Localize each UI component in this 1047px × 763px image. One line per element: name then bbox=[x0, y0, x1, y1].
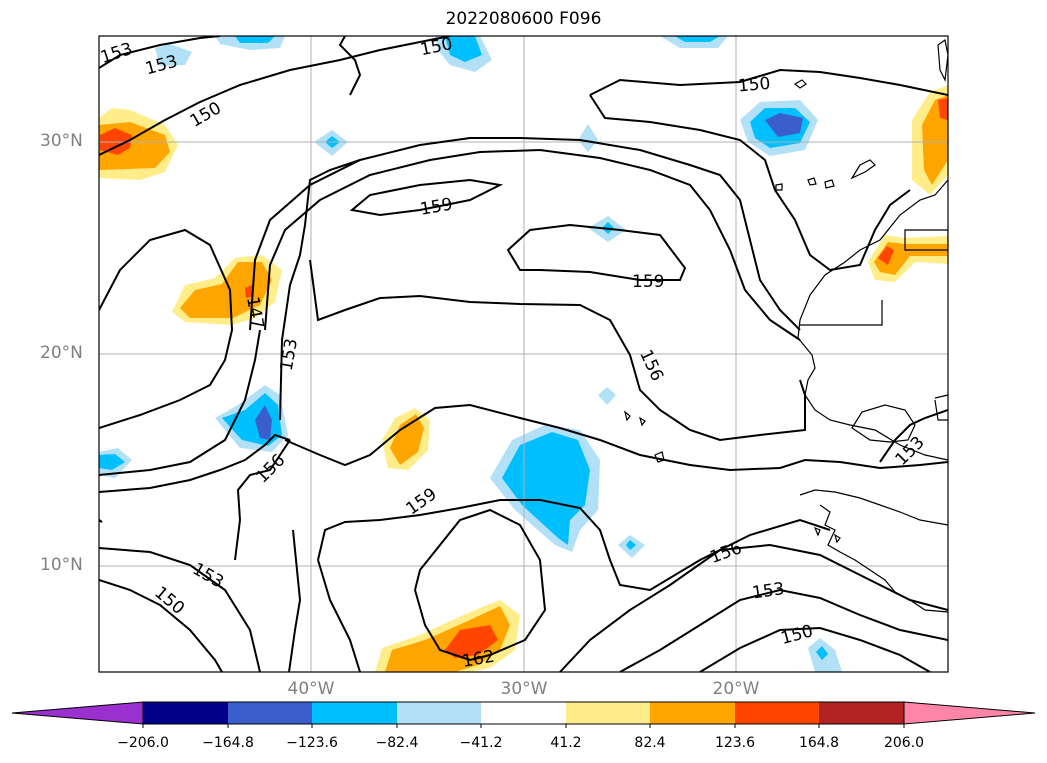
contour-150-ne bbox=[589, 68, 948, 96]
fill-patch-cold bbox=[99, 454, 125, 470]
contour-156-ridge bbox=[279, 159, 361, 421]
fill-patch-warm bbox=[938, 98, 948, 120]
contour-159-south bbox=[317, 559, 361, 672]
colorbar-tick-label: −41.2 bbox=[459, 735, 503, 751]
lat-label-30n: 30°N bbox=[40, 131, 83, 151]
colorbar-bin bbox=[735, 702, 819, 724]
fill-patch-cold bbox=[578, 124, 598, 152]
contour-159-north bbox=[349, 178, 504, 217]
contour-label: 156 bbox=[252, 450, 289, 487]
contour-outer-ridge bbox=[249, 137, 801, 331]
contour-150-north bbox=[99, 36, 451, 156]
contour-label: 156 bbox=[707, 538, 744, 568]
contour-156-bottom bbox=[288, 529, 302, 672]
contour-153-north bbox=[99, 36, 221, 69]
contour-150-se bbox=[699, 626, 931, 672]
contour-159-center bbox=[506, 223, 687, 281]
map-title: 2022080600 F096 bbox=[445, 9, 602, 29]
fill-patch-cold bbox=[255, 405, 272, 440]
colorbar-bin bbox=[143, 702, 228, 724]
colorbar-tick-label: −164.8 bbox=[202, 735, 254, 751]
fill-patch-cold bbox=[675, 36, 720, 42]
contour-label: 147 bbox=[242, 295, 267, 330]
contour-153-bottom bbox=[99, 547, 261, 672]
colorbar bbox=[11, 701, 1036, 728]
colorbar-tick-label: 206.0 bbox=[883, 735, 925, 751]
contour-156-low bbox=[234, 519, 241, 561]
contour-153-west bbox=[99, 329, 261, 476]
fill-patch-cold bbox=[155, 44, 192, 66]
fill-patch-warm bbox=[385, 606, 510, 672]
contour-153-right bbox=[879, 409, 948, 463]
contour-150-loop bbox=[338, 36, 362, 96]
contour-153-se bbox=[619, 588, 948, 672]
colorbar-bin bbox=[312, 702, 397, 724]
contour-label: 162 bbox=[461, 647, 496, 672]
lon-label-30w: 30°W bbox=[500, 679, 548, 699]
colorbar-bin bbox=[819, 702, 904, 724]
fill-patch-cold bbox=[765, 113, 803, 137]
contour-label: 150 bbox=[150, 583, 188, 619]
contour-162-inner bbox=[414, 589, 471, 661]
gridlines bbox=[99, 36, 948, 672]
fill-patch-cold bbox=[598, 387, 616, 405]
contour-label: 153 bbox=[751, 579, 786, 603]
fill-patch-cold bbox=[235, 36, 275, 43]
colorbar-tick-label: −123.6 bbox=[286, 735, 338, 751]
fill-patch-warm bbox=[245, 285, 253, 298]
lon-label-40w: 40°W bbox=[287, 679, 335, 699]
contour-150-bottom bbox=[99, 579, 223, 672]
contour-label: 153 bbox=[277, 337, 302, 372]
contour-147 bbox=[99, 228, 234, 429]
contour-150-right bbox=[589, 94, 911, 272]
colorbar-bin bbox=[481, 702, 566, 724]
colorbar-tick-label: 41.2 bbox=[550, 735, 582, 751]
contour-label: 150 bbox=[737, 74, 771, 97]
height-contours bbox=[99, 36, 948, 672]
colorbar-bin bbox=[650, 702, 735, 724]
lat-label-20n: 20°N bbox=[40, 343, 83, 363]
colorbar-extend-low bbox=[11, 701, 144, 725]
fill-patch-warm bbox=[445, 625, 498, 658]
colorbar-bin bbox=[228, 702, 312, 724]
colorbar-tick-label: 82.4 bbox=[634, 735, 666, 751]
contour-156-west bbox=[99, 433, 291, 493]
contour-label: 159 bbox=[632, 272, 664, 292]
plot-frame bbox=[98, 35, 949, 673]
colorbar-tick-label: 164.8 bbox=[798, 735, 840, 751]
contour-156-south bbox=[236, 439, 291, 521]
contour-label: 150 bbox=[187, 98, 225, 132]
fill-patch-warm bbox=[180, 262, 272, 318]
colorbar-bin bbox=[566, 702, 650, 724]
contour-153-ridge bbox=[264, 148, 801, 341]
fill-patch-cold bbox=[626, 540, 636, 550]
contour-156-se bbox=[559, 543, 948, 672]
contour-label: 150 bbox=[779, 621, 816, 649]
colorbar-frame bbox=[142, 701, 905, 725]
contour-label: 153 bbox=[98, 39, 135, 68]
colorbar-extend-high bbox=[903, 701, 1036, 725]
contour-label: 156 bbox=[635, 347, 667, 385]
fill-patch-warm bbox=[878, 246, 894, 265]
colorbar-tick-label: 123.6 bbox=[714, 735, 756, 751]
contour-159-center-s bbox=[284, 403, 948, 472]
colorbar-bin bbox=[397, 702, 481, 724]
fill-patch-warm bbox=[390, 414, 424, 465]
colorbar-tick-label: −206.0 bbox=[117, 735, 169, 751]
contour-label: 153 bbox=[143, 52, 180, 80]
contour-label: 159 bbox=[419, 194, 454, 219]
lat-label-10n: 10°N bbox=[40, 555, 83, 575]
lon-label-20w: 20°W bbox=[712, 679, 760, 699]
fill-patch-cold bbox=[445, 36, 482, 62]
plot-area: 153 153 150 150 150 159 159 147 153 156 … bbox=[98, 36, 948, 672]
colorbar-tick-label: −82.4 bbox=[375, 735, 419, 751]
contour-162 bbox=[414, 508, 547, 661]
contour-156-center bbox=[309, 259, 806, 442]
fill-patch-cold bbox=[816, 646, 828, 660]
